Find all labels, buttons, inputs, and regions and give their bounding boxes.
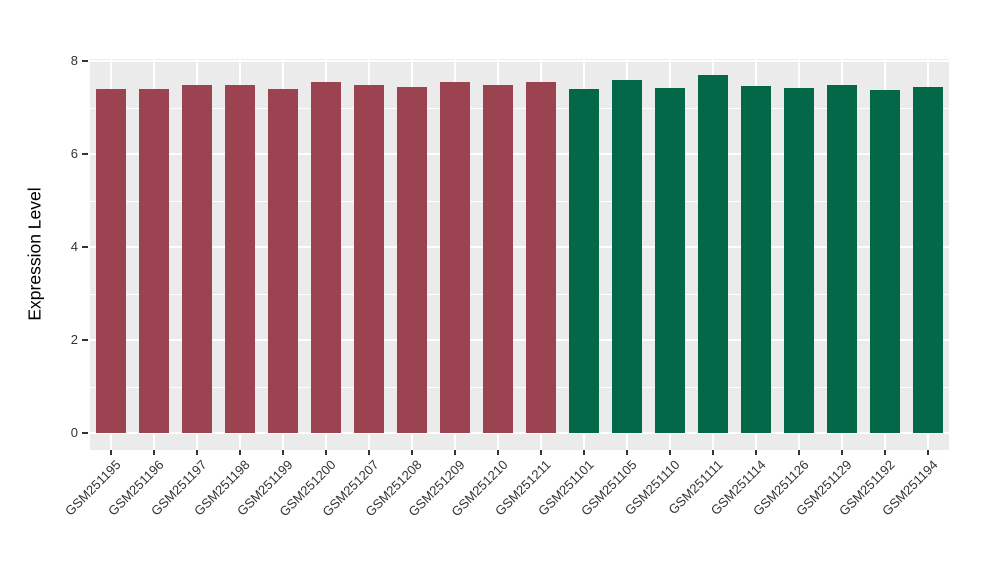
grid-line-major [90,246,949,249]
x-tick-mark [625,450,628,455]
bar [568,89,599,433]
x-tick-mark [411,450,414,455]
y-axis-title: Expression Level [24,187,45,321]
x-tick-mark [754,450,757,455]
bar [826,84,857,433]
grid-line-minor [90,386,949,388]
bar [182,84,213,433]
y-tick-label: 2 [70,332,78,348]
grid-line-major [90,339,949,342]
y-tick-mark [82,246,88,249]
grid-line-minor [90,107,949,109]
x-tick-mark [454,450,457,455]
grid-line-major [90,432,949,434]
bar [869,90,900,433]
x-tick-mark [711,450,714,455]
x-tick-mark [797,450,800,455]
x-tick-mark [110,450,113,455]
bar [783,87,814,433]
bar [96,89,127,433]
bar [740,86,771,433]
x-tick-mark [539,450,542,455]
x-tick-mark [840,450,843,455]
y-tick-label: 4 [70,239,78,255]
y-tick-mark [82,153,88,156]
bar [912,87,943,433]
y-tick-mark [82,432,88,434]
bar [654,87,685,433]
y-tick-label: 8 [70,53,78,69]
y-tick-label: 6 [70,146,78,162]
y-tick-mark [82,339,88,342]
x-tick-mark [668,450,671,455]
x-tick-mark [497,450,500,455]
grid-line-minor [90,293,949,295]
bar [697,75,728,433]
bar [139,89,170,433]
x-tick-mark [926,450,929,455]
plot-panel [90,59,949,450]
x-tick-mark [582,450,585,455]
grid-line-major [90,60,949,63]
bar [440,81,471,433]
bar [354,85,385,433]
bar [611,79,642,433]
grid-line-minor [90,200,949,202]
x-tick-mark [325,450,328,455]
x-tick-mark [368,450,371,455]
x-tick-mark [239,450,242,455]
y-tick-label: 0 [70,425,78,440]
bar [311,81,342,433]
x-tick-mark [196,450,199,455]
bar [397,86,428,433]
x-tick-mark [153,450,156,455]
bar [225,84,256,433]
bar [525,81,556,433]
x-tick-mark [282,450,285,455]
grid-line-major [90,153,949,156]
y-tick-mark [82,60,88,63]
bar [268,89,299,433]
bar [483,85,514,433]
x-tick-mark [883,450,886,455]
